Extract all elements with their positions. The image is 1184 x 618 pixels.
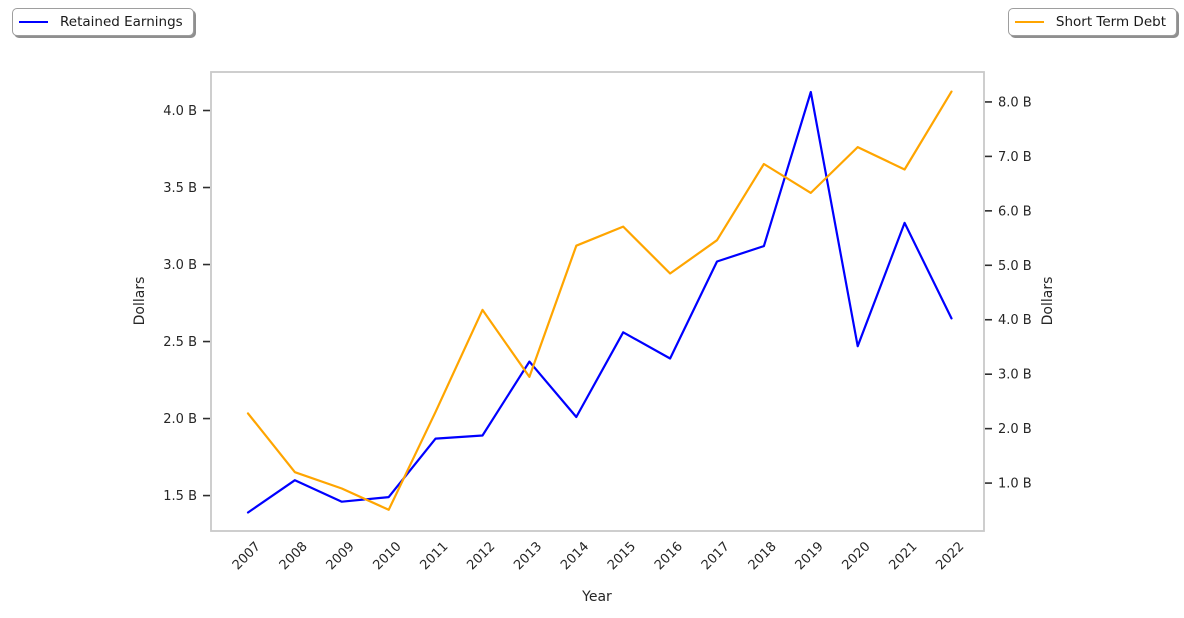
right-tick-label: 7.0 B — [998, 150, 1032, 165]
legend-label: Short Term Debt — [1055, 14, 1166, 30]
right-tick-label: 2.0 B — [998, 422, 1032, 437]
x-tick-label: 2017 — [699, 539, 733, 573]
x-tick-label: 2008 — [277, 539, 311, 573]
data-lines — [246, 90, 953, 514]
right-tick-label: 3.0 B — [998, 368, 1032, 383]
short-term-debt-line — [246, 90, 953, 511]
x-tick-label: 2007 — [230, 539, 264, 573]
x-tick-label: 2009 — [324, 539, 358, 573]
x-axis-title: Year — [581, 589, 612, 605]
right-tick-label: 8.0 B — [998, 95, 1032, 110]
x-tick-label: 2019 — [793, 539, 827, 573]
x-tick-label: 2018 — [746, 539, 780, 573]
x-tick-label: 2010 — [371, 539, 405, 573]
axis-ticks — [203, 101, 992, 497]
right-tick-label: 1.0 B — [998, 477, 1032, 492]
right-tick-label: 6.0 B — [998, 204, 1032, 219]
plot-border — [210, 71, 985, 532]
x-tick-label: 2015 — [605, 539, 639, 573]
x-tick-label: 2013 — [511, 539, 545, 573]
left-tick-label: 4.0 B — [163, 104, 197, 119]
right-axis-title: Dollars — [1040, 277, 1056, 326]
legend-label: Retained Earnings — [60, 14, 183, 30]
right-tick-label: 4.0 B — [998, 313, 1032, 328]
left-tick-label: 2.0 B — [163, 412, 197, 427]
legend-short-term-debt: Short Term Debt — [1007, 8, 1177, 36]
x-tick-label: 2022 — [933, 539, 967, 573]
right-tick-label: 5.0 B — [998, 259, 1032, 274]
legend-retained-earnings: Retained Earnings — [12, 8, 194, 36]
left-axis-title: Dollars — [132, 277, 148, 326]
left-tick-label: 3.5 B — [163, 181, 197, 196]
x-tick-label: 2012 — [464, 539, 498, 573]
left-tick-label: 3.0 B — [163, 258, 197, 273]
retained-earnings-line — [246, 90, 953, 514]
x-tick-label: 2011 — [417, 539, 451, 573]
short-term-debt-line-sample — [1014, 21, 1044, 23]
x-tick-label: 2016 — [652, 539, 686, 573]
left-tick-label: 1.5 B — [163, 489, 197, 504]
retained-earnings-line-sample — [19, 21, 48, 23]
left-tick-label: 2.5 B — [163, 335, 197, 350]
x-tick-label: 2020 — [840, 539, 874, 573]
x-tick-label: 2021 — [886, 539, 920, 573]
x-tick-label: 2014 — [558, 539, 592, 573]
